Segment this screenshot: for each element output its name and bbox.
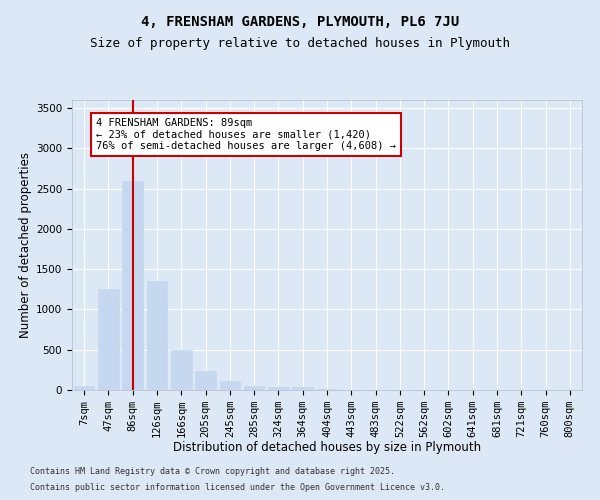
- Bar: [195, 372, 216, 390]
- X-axis label: Distribution of detached houses by size in Plymouth: Distribution of detached houses by size …: [173, 442, 481, 454]
- Bar: [122, 180, 143, 390]
- Bar: [74, 386, 94, 390]
- Text: 4, FRENSHAM GARDENS, PLYMOUTH, PL6 7JU: 4, FRENSHAM GARDENS, PLYMOUTH, PL6 7JU: [141, 15, 459, 29]
- Text: 4 FRENSHAM GARDENS: 89sqm
← 23% of detached houses are smaller (1,420)
76% of se: 4 FRENSHAM GARDENS: 89sqm ← 23% of detac…: [96, 118, 396, 151]
- Y-axis label: Number of detached properties: Number of detached properties: [19, 152, 32, 338]
- Text: Contains public sector information licensed under the Open Government Licence v3: Contains public sector information licen…: [30, 484, 445, 492]
- Bar: [292, 387, 313, 390]
- Bar: [171, 350, 191, 390]
- Text: Size of property relative to detached houses in Plymouth: Size of property relative to detached ho…: [90, 38, 510, 51]
- Bar: [268, 387, 289, 390]
- Bar: [317, 389, 337, 390]
- Bar: [146, 281, 167, 390]
- Bar: [220, 381, 240, 390]
- Bar: [244, 386, 265, 390]
- Bar: [98, 290, 119, 390]
- Text: Contains HM Land Registry data © Crown copyright and database right 2025.: Contains HM Land Registry data © Crown c…: [30, 467, 395, 476]
